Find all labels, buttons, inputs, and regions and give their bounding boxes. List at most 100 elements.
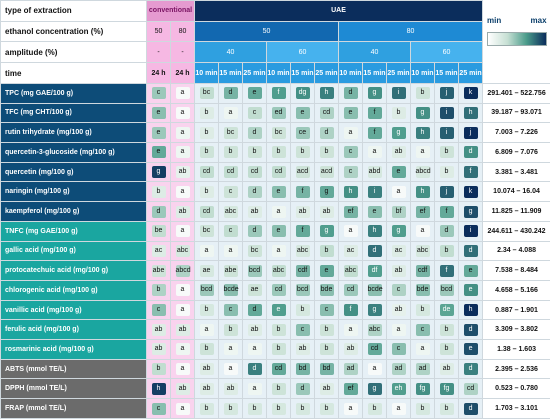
heat-cell: cd bbox=[314, 102, 339, 124]
heat-cell: bc bbox=[242, 240, 267, 262]
heat-cell: a bbox=[218, 240, 243, 262]
heat-cell-value: b bbox=[439, 343, 454, 356]
heat-cell-value: ef bbox=[343, 205, 358, 218]
heat-cell-value: abc bbox=[223, 205, 238, 218]
heat-cell-value: a bbox=[415, 225, 430, 238]
row-label: quercetin (mg/100 g) bbox=[0, 161, 147, 183]
heat-cell: h bbox=[146, 378, 171, 400]
time-header-11: 10 min bbox=[410, 62, 435, 84]
heat-cell: ab bbox=[290, 201, 315, 222]
heat-cell: f bbox=[290, 181, 315, 203]
heat-cell: d bbox=[290, 378, 315, 400]
heat-cell: ab bbox=[242, 319, 267, 341]
heat-cell-value: g bbox=[463, 205, 478, 218]
heat-cell: a bbox=[170, 142, 195, 163]
heat-cell: eh bbox=[386, 378, 411, 400]
heat-cell-value: g bbox=[367, 304, 382, 317]
table-row: protocatechuic acid (mg/100 g) abe abcd ae a… bbox=[0, 260, 550, 281]
legend-min-label: min bbox=[487, 15, 502, 25]
heat-cell-value: h bbox=[463, 304, 478, 317]
heat-cell: c bbox=[386, 279, 411, 301]
heat-cell-value: b bbox=[439, 146, 454, 159]
heat-cell-value: f bbox=[343, 304, 358, 317]
heat-cell: be bbox=[146, 220, 171, 242]
heat-cell-value: b bbox=[319, 402, 334, 415]
heat-cell-value: bcd bbox=[439, 284, 454, 297]
heat-cell-value: g bbox=[415, 106, 430, 119]
heat-cell: ab bbox=[434, 358, 459, 380]
heat-cell: ab bbox=[338, 339, 363, 360]
heat-cell: ae bbox=[194, 260, 219, 281]
heat-cell-value: i bbox=[439, 126, 454, 139]
heat-cell: b bbox=[194, 122, 219, 144]
heat-cell: a bbox=[194, 240, 219, 262]
heat-cell: de bbox=[434, 299, 459, 321]
heat-cell-value: dg bbox=[295, 87, 310, 100]
heat-cell-value: bcd bbox=[199, 284, 214, 297]
heat-cell-value: a bbox=[175, 126, 190, 139]
heat-cell-value: a bbox=[199, 323, 214, 336]
amplitude-label: amplitude (%) bbox=[0, 41, 147, 64]
heat-cell: bc bbox=[194, 82, 219, 104]
heat-cell-value: a bbox=[271, 244, 286, 257]
heat-cell: bcde bbox=[218, 279, 243, 301]
heat-cell-value: a bbox=[271, 205, 286, 218]
heat-cell-value: a bbox=[175, 87, 190, 100]
heat-cell-value: h bbox=[415, 126, 430, 139]
heat-cell: d bbox=[218, 82, 243, 104]
heat-cell: c bbox=[410, 319, 435, 341]
heat-cell-value: cd bbox=[271, 284, 286, 297]
heat-cell: f bbox=[290, 220, 315, 242]
heat-cell-value: ad bbox=[415, 363, 430, 376]
heat-cell: abc bbox=[338, 260, 363, 281]
heat-cell-value: j bbox=[439, 87, 454, 100]
heat-cell: bc bbox=[218, 122, 243, 144]
heat-cell: dg bbox=[290, 82, 315, 104]
heat-cell-value: g bbox=[367, 382, 382, 395]
range-value: 2.395 – 2.536 bbox=[482, 358, 550, 380]
heat-cell: e bbox=[457, 260, 484, 281]
heat-cell-value: d bbox=[151, 205, 166, 218]
heat-cell: b bbox=[290, 398, 315, 419]
heat-cell: i bbox=[434, 102, 459, 124]
row-label: ferulic acid (mg/100 g) bbox=[0, 319, 147, 341]
heat-cell: ac bbox=[338, 240, 363, 262]
heat-cell-value: e bbox=[343, 106, 358, 119]
heat-cell-value: ab bbox=[151, 343, 166, 356]
heat-cell: d bbox=[362, 240, 387, 262]
heat-cell: h bbox=[410, 181, 435, 203]
heat-cell-value: de bbox=[439, 304, 454, 317]
heat-cell-value: ce bbox=[295, 126, 310, 139]
heat-cell-value: bf bbox=[391, 205, 406, 218]
amp-conv-2: - bbox=[170, 41, 195, 64]
heat-cell: cd bbox=[194, 201, 219, 222]
heat-cell-value: b bbox=[271, 382, 286, 395]
time-header-0: 24 h bbox=[146, 62, 171, 84]
row-label: vanillic acid (mg/100 g) bbox=[0, 299, 147, 321]
heat-cell-value: ab bbox=[247, 323, 262, 336]
heat-cell-value: f bbox=[271, 87, 286, 100]
heat-cell-value: ab bbox=[391, 304, 406, 317]
time-header-12: 15 min bbox=[434, 62, 459, 84]
heat-cell-value: bc bbox=[247, 244, 262, 257]
heat-cell: e bbox=[290, 102, 315, 124]
heat-cell-value: e bbox=[151, 126, 166, 139]
heat-cell-value: b bbox=[271, 146, 286, 159]
heat-cell-value: abc bbox=[343, 264, 358, 277]
heat-cell: b bbox=[194, 142, 219, 163]
row-time: time 24 h 24 h 10 min 15 min 25 min 10 min 15 … bbox=[0, 62, 550, 84]
heat-cell-value: b bbox=[439, 323, 454, 336]
heat-cell: ab bbox=[170, 161, 195, 183]
table-row: TNFC (mg GAE/100 g) be a bc c d e f g a h g a d i 244.6… bbox=[0, 220, 550, 242]
heat-cell-value: ab bbox=[199, 382, 214, 395]
eth-uae-80: 80 bbox=[337, 20, 484, 43]
row-label: gallic acid (mg/100 g) bbox=[0, 240, 147, 262]
heat-cell-value: k bbox=[463, 185, 478, 198]
heat-cell-value: f bbox=[295, 185, 310, 198]
heat-cell-value: b bbox=[415, 304, 430, 317]
heat-cell-value: e bbox=[319, 264, 334, 277]
heat-cell-value: b bbox=[151, 185, 166, 198]
time-header-5: 10 min bbox=[266, 62, 291, 84]
heat-cell-value: f bbox=[463, 166, 478, 179]
heat-cell: a bbox=[170, 299, 195, 321]
